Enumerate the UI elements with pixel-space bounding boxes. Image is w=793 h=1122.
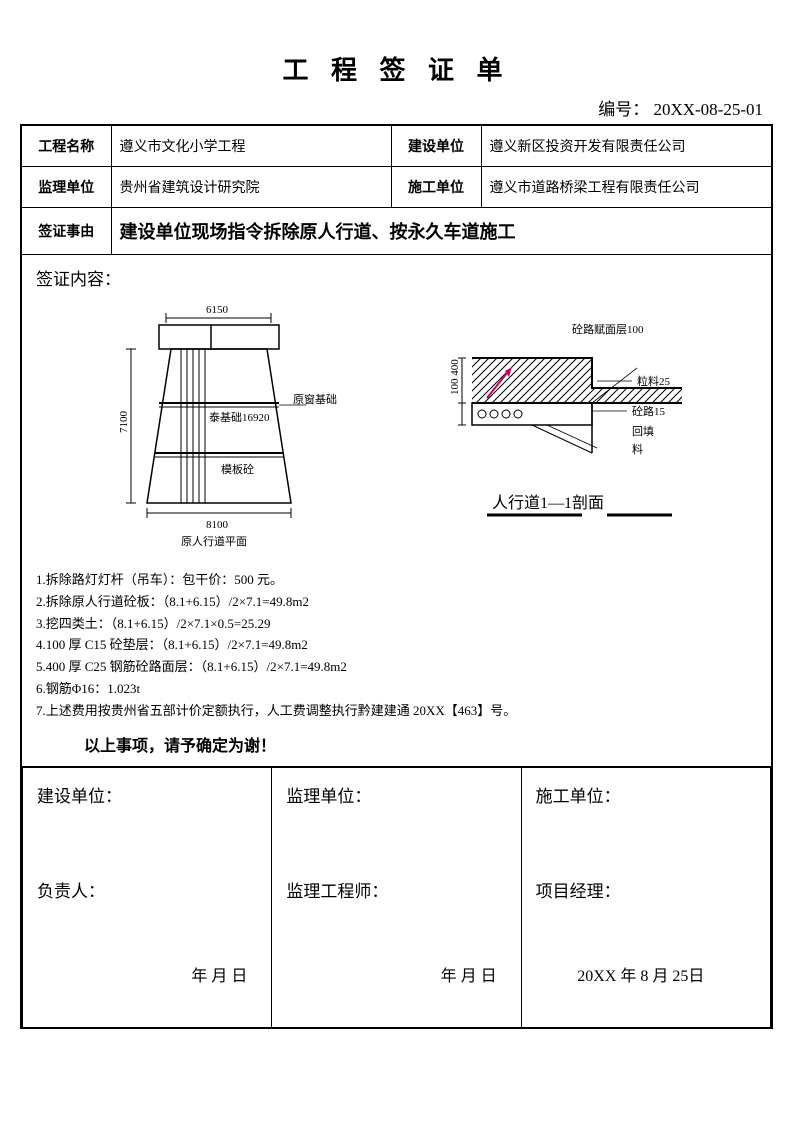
reason-value: 建设单位现场指令拆除原人行道、按永久车道施工 [111,208,772,255]
sig-col-construct: 施工单位： 项目经理： 20XX 年 8 月 25日 [521,767,770,1027]
content-header: 签证内容： [36,265,757,290]
document-number: 编号： 20XX-08-25-01 [20,95,773,120]
calc-line: 6.钢筋Φ16：1.023t [36,679,757,700]
construct-unit-label: 施工单位 [391,167,481,208]
calc-line: 2.拆除原人行道砼板：（8.1+6.15）/2×7.1=49.8m2 [36,592,757,613]
project-name-label: 工程名称 [21,125,111,167]
build-unit-value: 遵义新区投资开发有限责任公司 [481,125,772,167]
supervise-unit-value: 贵州省建筑设计研究院 [111,167,391,208]
calc-line: 5.400 厚 C25 钢筋砼路面层：（8.1+6.15）/2×7.1=49.8… [36,657,757,678]
calc-line: 4.100 厚 C15 砼垫层：（8.1+6.15）/2×7.1=49.8m2 [36,635,757,656]
calc-line: 7.上述费用按贵州省五部计价定额执行，人工费调整执行黔建建通 20XX【463】… [36,701,757,722]
side-text: 原窗基础 [293,392,337,406]
build-unit-sig-label: 建设单位： [37,782,257,807]
section-view-svg: 砼路赋面层100 [432,303,712,553]
construct-unit-sig-label: 施工单位： [536,782,756,807]
diagram-area: 6150 [36,300,757,560]
calc-line: 1.拆除路灯灯杆（吊车）：包干价：500 元。 [36,570,757,591]
bottom-label-text: 原人行道平面 [181,534,247,548]
mid-label2: 砼路15 [632,405,665,418]
top-dim-text: 6150 [206,304,229,316]
sig-col-build: 建设单位： 负责人： 年 月 日 [23,767,272,1027]
reason-label: 签证事由 [21,208,111,255]
mid-label4: 料 [632,442,643,456]
project-name-value: 遵义市文化小学工程 [111,125,391,167]
inner-text2: 模板砼 [221,462,254,476]
supervise-date: 年 月 日 [286,962,506,986]
calculation-list: 1.拆除路灯灯杆（吊车）：包干价：500 元。 2.拆除原人行道砼板：（8.1+… [36,570,757,722]
main-table: 工程名称 遵义市文化小学工程 建设单位 遵义新区投资开发有限责任公司 监理单位 … [20,124,773,1029]
signature-table: 建设单位： 负责人： 年 月 日 监理单位： 监理工程师： 年 月 日 [22,767,771,1028]
signature-row: 建设单位： 负责人： 年 月 日 监理单位： 监理工程师： 年 月 日 [21,766,772,1028]
calc-line: 3.挖四类土：（8.1+6.15）/2×7.1×0.5=25.29 [36,614,757,635]
construct-date: 20XX 年 8 月 25日 [536,962,756,986]
build-date: 年 月 日 [37,962,257,986]
left-dim-right: 100 400 [449,358,461,394]
sig-col-supervise: 监理单位： 监理工程师： 年 月 日 [272,767,521,1027]
content-cell: 签证内容： 6150 [21,255,772,767]
construct-person-label: 项目经理： [536,877,756,902]
supervise-unit-label: 监理单位 [21,167,111,208]
supervise-person-label: 监理工程师： [286,877,506,902]
diagram-right: 砼路赋面层100 [432,303,712,558]
left-dim-text: 7100 [118,410,130,433]
bottom-dim-text: 8100 [206,519,229,531]
doc-no-value: 20XX-08-25-01 [653,100,763,119]
build-unit-label: 建设单位 [391,125,481,167]
diagram-left: 6150 [81,303,341,558]
supervise-unit-sig-label: 监理单位： [286,782,506,807]
build-person-label: 负责人： [37,877,257,902]
mid-label1: 粒料25 [637,374,670,388]
page-title: 工 程 签 证 单 [20,50,773,87]
construct-unit-value: 遵义市道路桥梁工程有限责任公司 [481,167,772,208]
top-label-text: 砼路赋面层100 [572,323,644,336]
doc-no-label: 编号： [598,100,649,119]
confirm-line: 以上事项，请予确定为谢！ [36,732,757,756]
inner-text1: 泰基础16920 [209,410,270,424]
mid-label3: 回填 [632,424,654,438]
section-title: 人行道1—1剖面 [492,494,604,512]
plan-view-svg: 6150 [81,303,341,553]
